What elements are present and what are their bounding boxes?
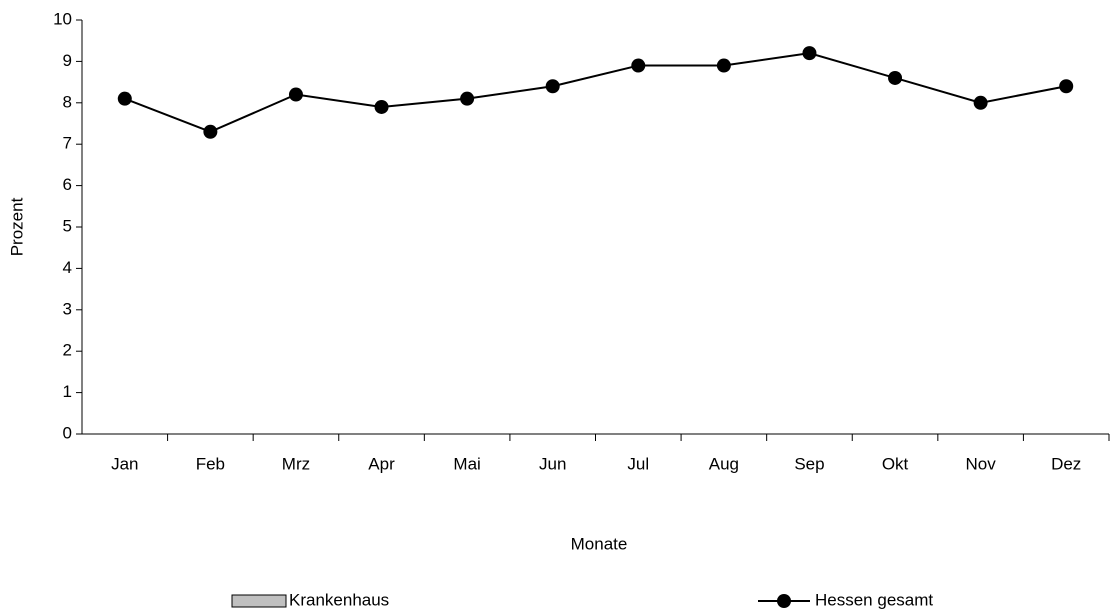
marker	[545, 79, 560, 94]
y-axis-label: Prozent	[7, 197, 26, 256]
marker	[716, 58, 731, 73]
y-tick-label: 0	[63, 423, 72, 442]
y-tick-label: 1	[63, 382, 72, 401]
x-tick-label: Mrz	[282, 454, 310, 473]
y-tick-label: 2	[63, 341, 72, 360]
x-tick-label: Jun	[539, 454, 566, 473]
marker	[374, 99, 389, 114]
marker	[802, 46, 817, 61]
marker	[460, 91, 475, 106]
marker	[631, 58, 646, 73]
x-tick-label: Mai	[453, 454, 480, 473]
legend-swatch-marker	[777, 594, 791, 608]
marker	[203, 124, 218, 139]
marker	[1059, 79, 1074, 94]
x-tick-label: Jul	[627, 454, 649, 473]
x-tick-label: Feb	[196, 454, 225, 473]
legend-label: Hessen gesamt	[815, 590, 933, 609]
x-axis-label: Monate	[571, 534, 628, 553]
x-tick-label: Nov	[966, 454, 997, 473]
marker	[973, 95, 988, 110]
marker	[117, 91, 132, 106]
legend-swatch	[231, 594, 287, 608]
marker	[888, 70, 903, 85]
y-tick-label: 4	[63, 258, 72, 277]
y-tick-label: 7	[63, 134, 72, 153]
line	[124, 52, 1067, 133]
x-tick-label: Apr	[368, 454, 395, 473]
y-tick-label: 5	[63, 216, 72, 235]
legend-label: Krankenhaus	[289, 590, 389, 609]
x-tick-label: Okt	[882, 454, 909, 473]
y-tick-label: 6	[63, 175, 72, 194]
y-tick-label: 10	[53, 9, 72, 28]
x-tick-label: Jan	[111, 454, 138, 473]
y-tick-label: 9	[63, 51, 72, 70]
x-tick-label: Sep	[794, 454, 824, 473]
marker	[288, 87, 303, 102]
y-tick-label: 8	[63, 92, 72, 111]
x-tick-label: Dez	[1051, 454, 1081, 473]
y-tick-label: 3	[63, 299, 72, 318]
x-tick-label: Aug	[709, 454, 739, 473]
